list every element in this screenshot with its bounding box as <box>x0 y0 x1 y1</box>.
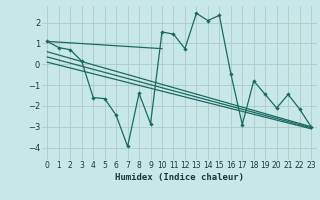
X-axis label: Humidex (Indice chaleur): Humidex (Indice chaleur) <box>115 173 244 182</box>
